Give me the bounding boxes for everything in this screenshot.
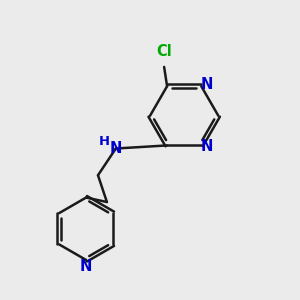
Text: Cl: Cl [156, 44, 172, 59]
Text: N: N [80, 259, 92, 274]
Text: H: H [98, 135, 110, 148]
Text: N: N [200, 77, 213, 92]
Text: N: N [110, 141, 122, 156]
Text: N: N [200, 140, 213, 154]
